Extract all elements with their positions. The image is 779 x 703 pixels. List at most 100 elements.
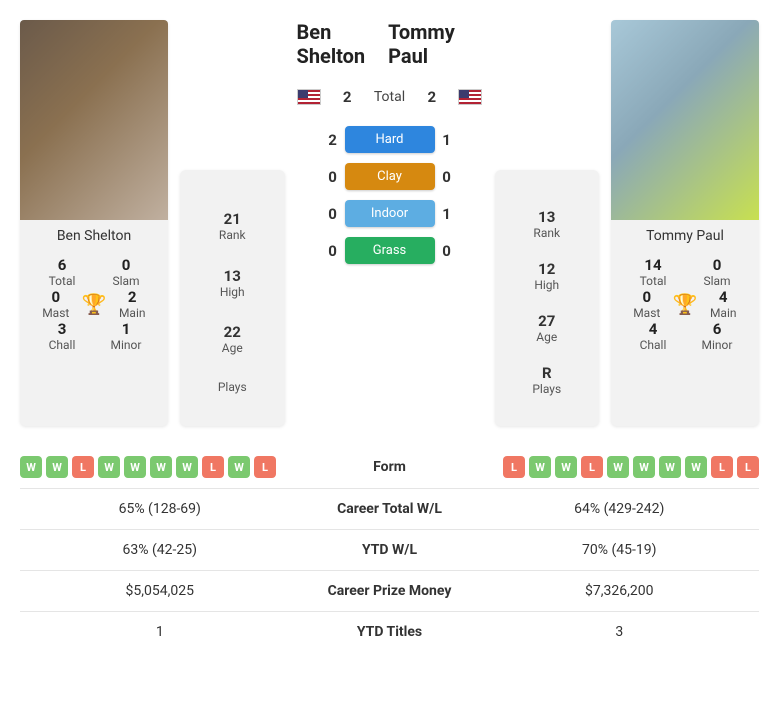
stat-p1: 1 (20, 624, 300, 640)
form-badge[interactable]: W (228, 456, 250, 478)
stats-table: 65% (128-69)Career Total W/L64% (429-242… (20, 489, 759, 652)
player2-rank-card: 13Rank 12High 27Age RPlays (495, 170, 600, 426)
center-column: Ben Shelton Tommy Paul 2 Total 2 2Hard10… (297, 20, 483, 426)
player1-titles: 6Total 0Slam (20, 256, 168, 288)
stat-label: Career Prize Money (300, 583, 480, 599)
p2-minor: 6Minor (685, 320, 749, 352)
h2h-p2: 1 (435, 205, 459, 223)
trophy-icon: 🏆 (82, 292, 107, 316)
player-names: Ben Shelton Tommy Paul (297, 20, 483, 68)
p1-total: 6Total (30, 256, 94, 288)
p2-high: 12High (495, 260, 600, 292)
surface-badge[interactable]: Grass (345, 237, 435, 264)
stat-label: YTD Titles (300, 624, 480, 640)
player2-titles: 14Total 0Slam (611, 256, 759, 288)
h2h-p1: 2 (321, 131, 345, 149)
form-badge[interactable]: W (176, 456, 198, 478)
p1-slam: 0Slam (94, 256, 158, 288)
form-row: WWLWWWWLWL Form LWWLWWWWLL (20, 446, 759, 489)
form-badge[interactable]: L (737, 456, 759, 478)
h2h-total-label: Total (374, 89, 405, 105)
p2-slam: 0Slam (685, 256, 749, 288)
form-badge[interactable]: W (685, 456, 707, 478)
form-p2: LWWLWWWWLL (480, 456, 760, 478)
stat-p2: 70% (45-19) (480, 542, 760, 558)
p1-minor: 1Minor (94, 320, 158, 352)
form-badge[interactable]: W (659, 456, 681, 478)
form-badge[interactable]: W (633, 456, 655, 478)
player2-photo (611, 20, 759, 220)
surface-badge[interactable]: Clay (345, 163, 435, 190)
player1-flag (297, 89, 321, 105)
p1-rank: 21Rank (180, 210, 285, 242)
surface-badge[interactable]: Indoor (345, 200, 435, 227)
player2-flag (458, 89, 482, 105)
stat-p1: $5,054,025 (20, 583, 300, 599)
p1-age: 22Age (180, 323, 285, 355)
player1-rank-card: 21Rank 13High 22Age Plays (180, 170, 285, 426)
p1-high: 13High (180, 267, 285, 299)
h2h-p1: 0 (321, 205, 345, 223)
form-badge[interactable]: L (254, 456, 276, 478)
player2-name[interactable]: Tommy Paul (388, 20, 482, 68)
h2h-surface-row: 2Hard1 (297, 126, 483, 153)
form-badge[interactable]: W (150, 456, 172, 478)
form-badge[interactable]: L (581, 456, 603, 478)
p1-chall: 3Chall (30, 320, 94, 352)
form-badge[interactable]: L (711, 456, 733, 478)
form-label: Form (300, 459, 480, 475)
form-badge[interactable]: W (20, 456, 42, 478)
stat-label: Career Total W/L (300, 501, 480, 517)
h2h-total-p2: 2 (420, 88, 444, 106)
h2h-surface-row: 0Clay0 (297, 163, 483, 190)
h2h-surfaces: 2Hard10Clay00Indoor10Grass0 (297, 116, 483, 274)
p1-mast: 0Mast (30, 288, 82, 320)
player1-card: Ben Shelton 6Total 0Slam 0Mast 🏆 2Main 3… (20, 20, 168, 426)
p2-main: 4Main (697, 288, 749, 320)
p2-mast: 0Mast (621, 288, 673, 320)
stat-row: 1YTD Titles3 (20, 612, 759, 652)
h2h-container: Ben Shelton 6Total 0Slam 0Mast 🏆 2Main 3… (0, 0, 779, 672)
h2h-p2: 1 (435, 131, 459, 149)
stat-p2: 3 (480, 624, 760, 640)
stat-p1: 65% (128-69) (20, 501, 300, 517)
bottom-section: WWLWWWWLWL Form LWWLWWWWLL 65% (128-69)C… (20, 446, 759, 652)
h2h-p2: 0 (435, 242, 459, 260)
p2-rank: 13Rank (495, 208, 600, 240)
p2-age: 27Age (495, 312, 600, 344)
stat-p1: 63% (42-25) (20, 542, 300, 558)
p1-main: 2Main (106, 288, 158, 320)
form-badge[interactable]: W (98, 456, 120, 478)
player1-card-name: Ben Shelton (20, 228, 168, 244)
trophy-icon: 🏆 (673, 292, 698, 316)
p1-trophy-row: 0Mast 🏆 2Main (20, 288, 168, 320)
form-badge[interactable]: W (555, 456, 577, 478)
top-row: Ben Shelton 6Total 0Slam 0Mast 🏆 2Main 3… (20, 20, 759, 426)
stat-label: YTD W/L (300, 542, 480, 558)
form-badge[interactable]: L (72, 456, 94, 478)
h2h-surface-row: 0Indoor1 (297, 200, 483, 227)
form-p1: WWLWWWWLWL (20, 456, 300, 478)
form-badge[interactable]: W (529, 456, 551, 478)
form-badge[interactable]: L (503, 456, 525, 478)
form-badge[interactable]: W (124, 456, 146, 478)
p2-chall: 4Chall (621, 320, 685, 352)
player1-name[interactable]: Ben Shelton (297, 20, 389, 68)
h2h-p1: 0 (321, 242, 345, 260)
h2h-p1: 0 (321, 168, 345, 186)
form-badge[interactable]: W (46, 456, 68, 478)
player2-card: Tommy Paul 14Total 0Slam 0Mast 🏆 4Main 4… (611, 20, 759, 426)
h2h-surface-row: 0Grass0 (297, 237, 483, 264)
p1-plays: Plays (180, 380, 285, 394)
form-badge[interactable]: L (202, 456, 224, 478)
player2-card-name: Tommy Paul (611, 228, 759, 244)
stat-row: $5,054,025Career Prize Money$7,326,200 (20, 571, 759, 612)
stat-row: 65% (128-69)Career Total W/L64% (429-242… (20, 489, 759, 530)
surface-badge[interactable]: Hard (345, 126, 435, 153)
p2-trophy-row: 0Mast 🏆 4Main (611, 288, 759, 320)
h2h-total-p1: 2 (335, 88, 359, 106)
form-badge[interactable]: W (607, 456, 629, 478)
stat-p2: 64% (429-242) (480, 501, 760, 517)
p1-titles-2: 3Chall 1Minor (20, 320, 168, 352)
p2-titles-2: 4Chall 6Minor (611, 320, 759, 352)
